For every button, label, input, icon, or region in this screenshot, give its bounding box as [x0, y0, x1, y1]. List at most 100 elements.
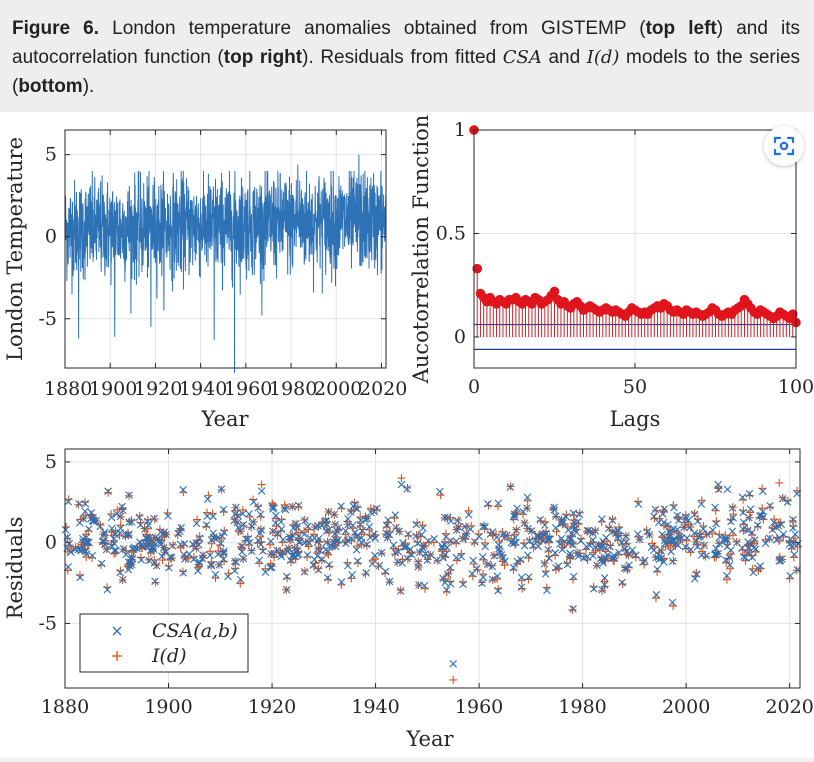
residual-csa-point — [745, 489, 754, 498]
residual-csa-point — [224, 572, 232, 581]
residual-csa-point — [111, 530, 120, 539]
residual-csa-point — [341, 527, 350, 535]
residual-csa-point — [715, 539, 724, 548]
temperature-series-line — [64, 154, 387, 373]
residual-csa-point — [439, 553, 447, 562]
residual-csa-point — [484, 500, 492, 508]
residual-csa-point — [469, 556, 477, 565]
residual-csa-point — [283, 547, 292, 556]
residual-csa-point — [513, 504, 521, 513]
residual-csa-point — [510, 512, 518, 520]
residual-csa-point — [239, 554, 248, 563]
residual-csa-point — [136, 521, 145, 529]
residual-csa-point — [119, 575, 127, 584]
residual-csa-point — [488, 562, 497, 571]
residual-csa-point — [396, 587, 405, 595]
residual-csa-point — [327, 542, 336, 550]
residual-csa-point — [330, 510, 339, 519]
residual-csa-point — [176, 527, 184, 536]
residual-csa-point — [207, 561, 215, 569]
residual-id-point — [788, 516, 797, 525]
residual-csa-point — [371, 551, 379, 560]
residual-csa-point — [625, 550, 633, 559]
residual-id-point — [692, 568, 701, 577]
residual-csa-point — [145, 556, 153, 565]
residual-csa-point — [779, 530, 788, 539]
residual-csa-point — [430, 534, 439, 543]
residual-csa-point — [165, 563, 173, 572]
residual-csa-point — [461, 532, 470, 541]
residual-csa-point — [325, 560, 333, 569]
residual-id-point — [294, 502, 303, 511]
residual-csa-point — [573, 549, 582, 558]
residual-csa-point — [729, 513, 737, 522]
residual-csa-point — [394, 558, 402, 566]
residual-csa-point — [793, 489, 801, 498]
residual-csa-point — [391, 549, 400, 557]
residual-csa-point — [110, 546, 119, 555]
residual-csa-point — [599, 559, 608, 567]
residual-csa-point — [609, 554, 617, 562]
residual-csa-point — [185, 550, 193, 558]
residual-csa-point — [598, 556, 606, 565]
residuals-ytick-label: 5 — [45, 451, 57, 473]
temperature-xtick-label: 1880 — [44, 378, 92, 400]
temperature-ytick-label: -5 — [38, 308, 57, 330]
residual-csa-point — [239, 520, 248, 529]
residual-csa-point — [404, 530, 413, 538]
residual-csa-point — [245, 538, 254, 547]
residual-csa-point — [257, 540, 265, 549]
residual-csa-point — [660, 505, 669, 513]
residual-csa-point — [75, 519, 84, 527]
residual-csa-point — [635, 535, 644, 544]
residual-csa-point — [257, 487, 266, 495]
residual-csa-point — [552, 512, 560, 521]
residual-csa-point — [362, 569, 370, 577]
residual-csa-point — [305, 538, 313, 547]
image-search-icon — [773, 136, 795, 156]
residual-csa-point — [82, 550, 91, 558]
residual-csa-point — [686, 523, 694, 532]
residual-csa-point — [496, 548, 504, 557]
residual-csa-point — [711, 503, 719, 512]
residual-csa-point — [610, 554, 618, 563]
residual-csa-point — [162, 530, 170, 539]
caption-text-4: and — [541, 47, 587, 68]
residual-csa-point — [583, 527, 592, 535]
residual-csa-point — [693, 517, 702, 526]
residual-csa-point — [447, 517, 455, 525]
residual-id-point — [536, 516, 545, 525]
residual-csa-point — [119, 545, 128, 553]
residual-csa-point — [670, 503, 678, 512]
residual-csa-point — [353, 505, 362, 513]
residual-csa-point — [230, 566, 239, 575]
acf-xtick-label: 0 — [468, 376, 480, 398]
residual-id-point — [135, 511, 144, 520]
residual-csa-point — [102, 545, 111, 554]
residual-csa-point — [667, 547, 675, 556]
residual-csa-point — [481, 522, 489, 531]
figure-area: -5 0 5 1880 1900 1920 1940 1960 1980 2000 2020 Year… — [0, 112, 814, 757]
residuals-ylabel: Residuals — [3, 517, 27, 620]
residual-csa-point — [550, 506, 558, 514]
residual-id-point — [239, 521, 248, 530]
residual-csa-point — [690, 510, 699, 519]
residual-csa-point — [249, 518, 257, 526]
residual-csa-point — [344, 515, 352, 523]
residual-csa-point — [664, 520, 672, 529]
residual-csa-point — [87, 508, 96, 517]
residual-csa-point — [353, 557, 362, 565]
residual-csa-point — [64, 497, 73, 506]
residual-csa-point — [219, 505, 228, 514]
residual-csa-point — [602, 533, 610, 542]
image-search-button[interactable] — [764, 126, 804, 166]
residual-csa-point — [443, 570, 452, 579]
residual-csa-point — [562, 512, 570, 521]
residual-csa-point — [310, 555, 319, 564]
residuals-xtick-label: 2000 — [662, 696, 710, 718]
residual-csa-point — [738, 544, 746, 553]
residual-csa-point — [164, 512, 172, 520]
residual-csa-point — [492, 533, 501, 542]
residual-csa-point — [517, 573, 526, 582]
residual-csa-point — [651, 505, 660, 514]
